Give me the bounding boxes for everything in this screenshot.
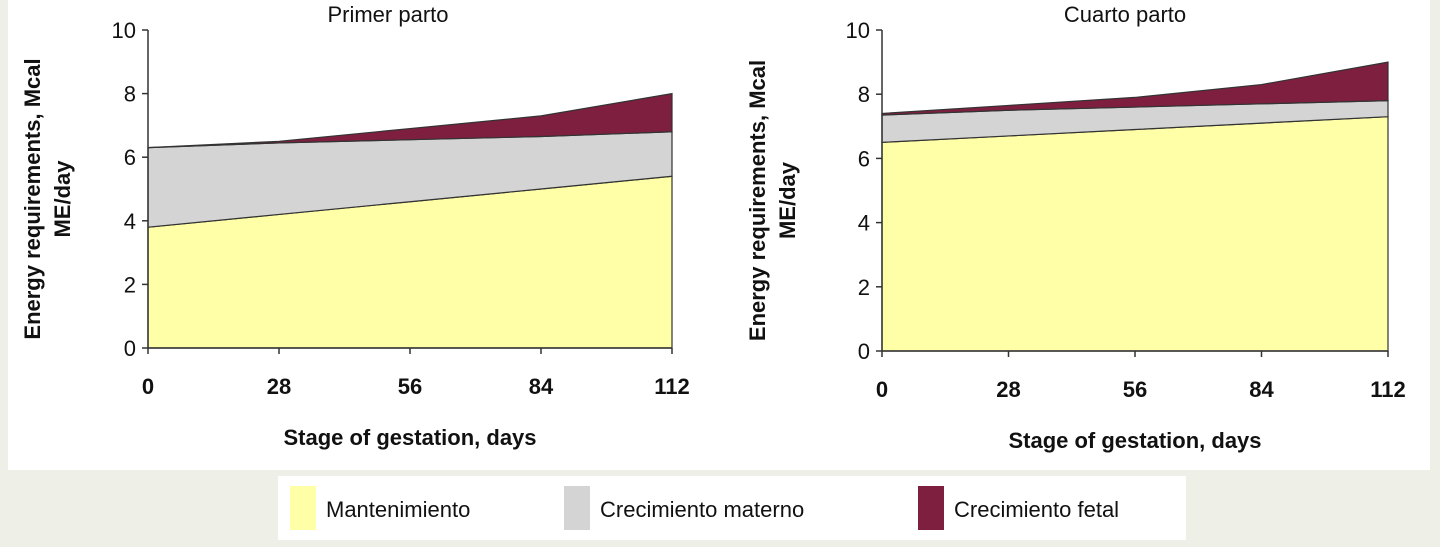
x-axis-title: Stage of gestation, days [1008,428,1261,453]
y-tick-label: 8 [124,82,136,107]
y-tick-label: 4 [124,209,136,234]
legend-swatch [918,486,944,530]
x-tick-label: 84 [529,374,554,399]
y-tick-label: 10 [846,18,870,43]
y-tick-label: 2 [858,275,870,300]
x-tick-label: 56 [398,374,422,399]
legend-label: Mantenimiento [326,497,470,522]
x-tick-label: 0 [142,374,154,399]
chart-title: Primer parto [327,2,448,27]
y-tick-label: 0 [124,336,136,361]
area: Crecimiento fetal [147,92,673,149]
legend-swatch [564,486,590,530]
x-axis-title: Stage of gestation, days [283,425,536,450]
x-tick-label: 84 [1249,377,1274,402]
y-axis-title: Energy requirements, Mcal [20,58,45,339]
x-tick-label: 56 [1123,377,1147,402]
legend [278,476,1186,540]
legend-swatch [290,486,316,530]
legend-label: Crecimiento materno [600,497,804,522]
y-tick-label: 6 [858,146,870,171]
y-axis-title: ME/day [50,160,75,238]
y-tick-label: 4 [858,211,870,236]
area: Mantenimiento [881,116,1389,352]
y-axis-title: Energy requirements, Mcal [745,60,770,341]
x-tick-label: 28 [996,377,1020,402]
y-tick-label: 8 [858,82,870,107]
y-tick-label: 0 [858,339,870,364]
y-axis-title: ME/day [775,161,800,239]
x-tick-label: 112 [654,374,690,399]
x-tick-label: 28 [267,374,291,399]
x-tick-label: 0 [876,377,888,402]
area: Crecimiento fetal [881,61,1389,116]
y-tick-label: 2 [124,272,136,297]
y-tick-label: 6 [124,145,136,170]
y-tick-label: 10 [112,18,136,43]
legend-label: Crecimiento fetal [954,497,1119,522]
x-tick-label: 112 [1370,377,1406,402]
chart-title: Cuarto parto [1064,2,1186,27]
